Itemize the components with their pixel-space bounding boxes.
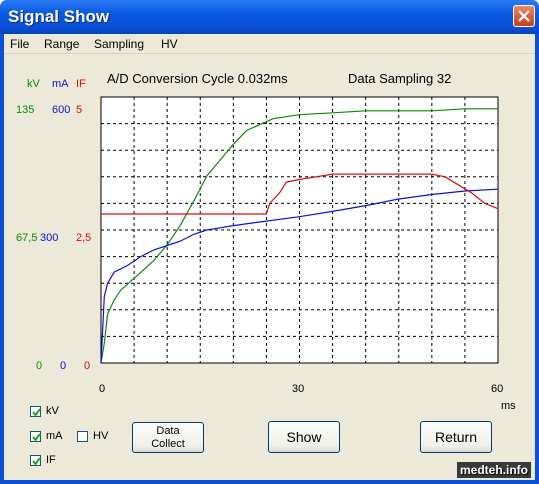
return-button[interactable]: Return [420,421,492,453]
checkbox-hv-box[interactable] [77,431,88,442]
y-top-ma: 600 [52,104,71,116]
menu-file[interactable]: File [10,37,30,51]
y-bottom-if: 0 [84,360,91,372]
show-button[interactable]: Show [268,421,340,453]
series-line-kv [100,108,498,364]
data-sampling-text: Data Sampling 32 [348,71,452,86]
check-icon [32,408,41,417]
series-line-if [101,173,499,215]
checkbox-ma-box[interactable] [30,431,41,442]
client-area: File Range Sampling HV kV mA IF A/D Conv… [4,34,535,480]
data-collect-label-1: Data [156,425,180,437]
y-top-kv: 135 [16,104,35,116]
check-icon [32,433,41,442]
series-line-ma [100,188,499,364]
y-unit-kv: kV [27,78,40,90]
y-mid-kv: 67,5 [16,232,38,244]
y-unit-ma: mA [52,78,69,90]
checkbox-hv-label: HV [93,430,109,442]
menu-range[interactable]: Range [44,37,80,51]
y-bottom-ma: 0 [60,360,67,372]
signal-chart [100,96,499,364]
x-unit: ms [501,400,516,412]
checkbox-ma-label: mA [46,430,63,442]
y-bottom-kv: 0 [36,360,43,372]
watermark-text: medteh.info [457,462,531,478]
close-icon [518,10,530,22]
check-icon [32,457,41,466]
checkbox-if-box[interactable] [30,455,41,466]
close-button[interactable] [513,5,535,27]
y-unit-if: IF [76,78,86,90]
data-collect-label-2: Collect [151,438,185,450]
y-mid-if: 2,5 [76,232,92,244]
checkbox-if-label: IF [46,454,56,466]
x-tick-60: 60 [491,383,504,395]
menu-hv[interactable]: HV [161,37,178,51]
checkbox-kv-label: kV [46,405,59,417]
y-top-if: 5 [76,104,83,116]
checkbox-kv-box[interactable] [30,406,41,417]
window-title: Signal Show [8,7,110,26]
conversion-cycle-text: A/D Conversion Cycle 0.032ms [107,71,288,86]
menu-sampling[interactable]: Sampling [94,37,145,51]
x-tick-30: 30 [292,383,305,395]
y-mid-ma: 300 [40,232,59,244]
menu-bar: File Range Sampling HV [4,34,535,54]
data-collect-button[interactable]: Data Collect [132,422,204,453]
x-tick-0: 0 [99,383,106,395]
title-bar: Signal Show [0,0,539,34]
